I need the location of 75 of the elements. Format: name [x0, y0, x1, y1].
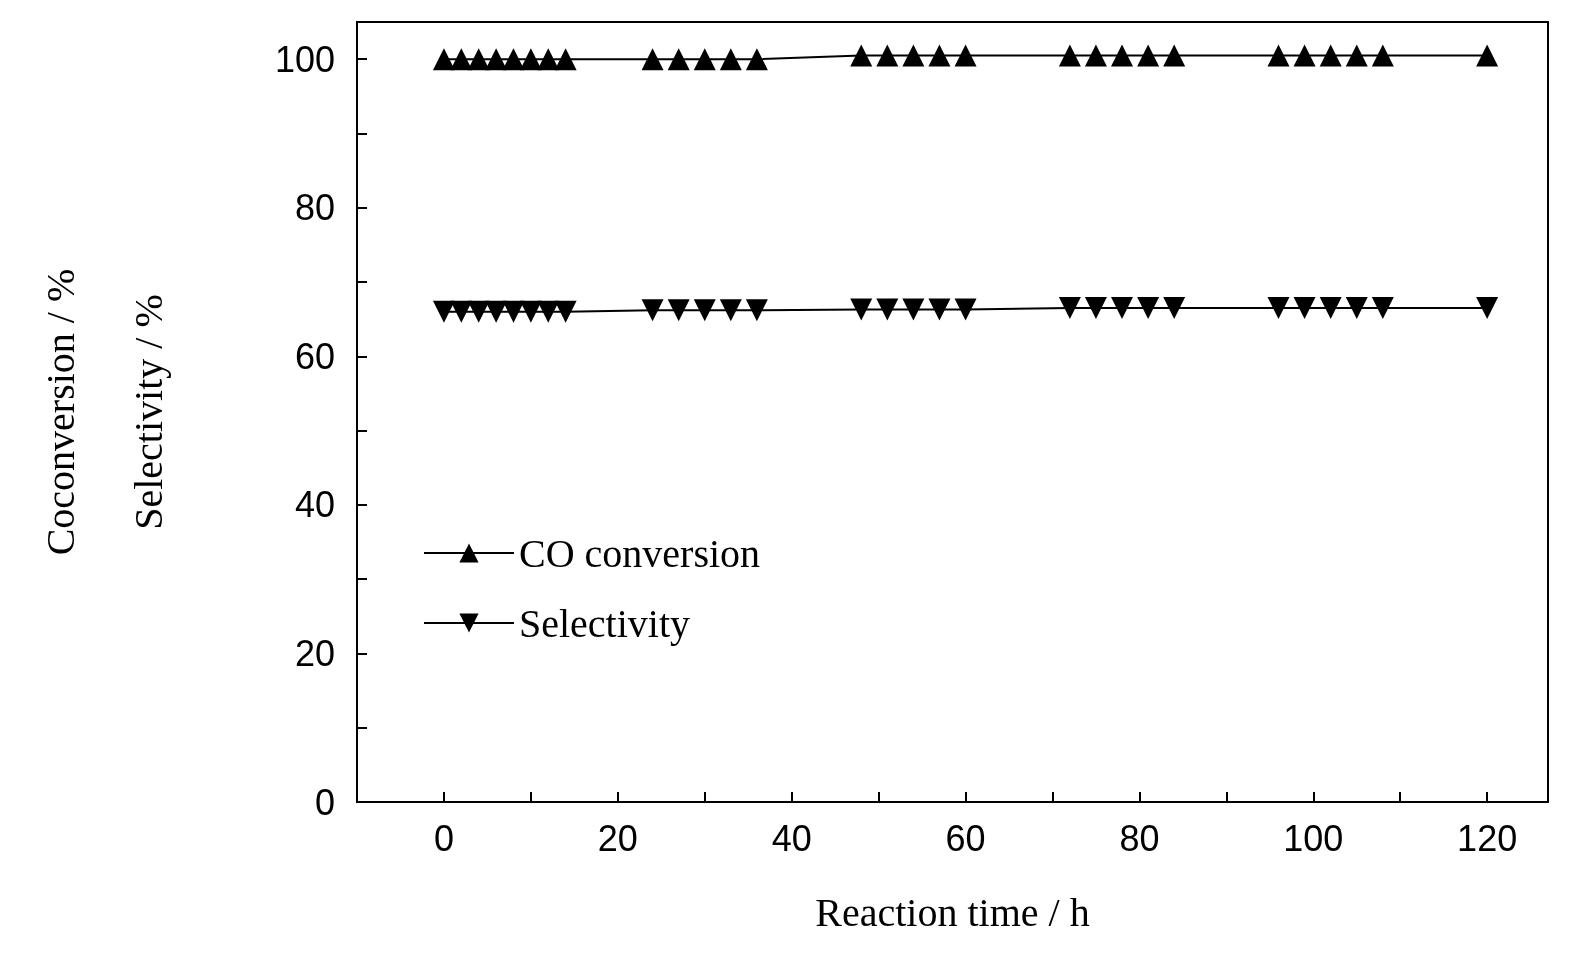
point: [537, 300, 560, 323]
legend-label: CO conversion: [519, 530, 761, 576]
point: [432, 300, 455, 323]
legend-label: Selectivity: [519, 600, 691, 646]
point: [519, 48, 542, 71]
point: [1371, 44, 1394, 67]
point: [485, 48, 508, 71]
x-tick-label: 80: [1119, 817, 1160, 859]
point: [1267, 44, 1290, 67]
point: [432, 48, 455, 71]
x-axis-title: Reaction time / h: [815, 889, 1090, 935]
point: [1137, 297, 1160, 319]
point: [850, 298, 873, 321]
point: [1058, 297, 1081, 319]
point: [719, 299, 742, 322]
y-tick-label: 0: [314, 781, 335, 823]
x-tick-label: 40: [771, 817, 812, 859]
y-tick-label: 20: [294, 632, 335, 674]
point: [693, 48, 716, 71]
point: [954, 44, 977, 67]
point: [1111, 297, 1134, 319]
point: [450, 48, 473, 71]
point: [1163, 297, 1186, 319]
y-tick-label: 100: [274, 38, 335, 80]
point: [902, 298, 925, 321]
point: [1111, 44, 1134, 67]
point: [1476, 297, 1499, 319]
point: [1319, 44, 1342, 67]
x-tick-label: 100: [1283, 817, 1344, 859]
point: [719, 48, 742, 71]
y-tick-label: 60: [294, 335, 335, 377]
point: [1293, 44, 1316, 67]
point: [467, 48, 490, 71]
point: [850, 44, 873, 67]
point: [876, 298, 899, 321]
point: [876, 44, 899, 67]
point: [902, 44, 925, 67]
y-tick-label: 80: [294, 187, 335, 229]
point: [928, 298, 951, 321]
point: [1476, 44, 1499, 67]
y-axis-title: Coconversion / % Selectivity / %: [37, 268, 171, 556]
point: [502, 48, 525, 71]
point: [641, 48, 664, 71]
y-tick-label: 40: [294, 484, 335, 526]
point: [1293, 297, 1316, 319]
point: [667, 48, 690, 71]
point: [1137, 44, 1160, 67]
point: [502, 300, 525, 323]
point: [537, 48, 560, 71]
point: [450, 300, 473, 323]
point: [519, 300, 542, 323]
point: [928, 44, 951, 67]
point: [1084, 44, 1107, 67]
point: [745, 299, 768, 322]
point: [554, 48, 577, 71]
point: [745, 48, 768, 71]
x-tick-label: 20: [597, 817, 638, 859]
point: [1163, 44, 1186, 67]
point: [554, 300, 577, 323]
point: [641, 299, 664, 322]
point: [693, 299, 716, 322]
x-tick-label: 60: [945, 817, 986, 859]
point: [667, 299, 690, 322]
point: [1371, 297, 1394, 319]
x-tick-label: 120: [1457, 817, 1518, 859]
point: [485, 300, 508, 323]
point: [1319, 297, 1342, 319]
point: [1345, 297, 1368, 319]
point: [1058, 44, 1081, 67]
point: [954, 298, 977, 321]
point: [1084, 297, 1107, 319]
point: [1267, 297, 1290, 319]
x-tick-label: 0: [433, 817, 454, 859]
point: [1345, 44, 1368, 67]
point: [467, 300, 490, 323]
